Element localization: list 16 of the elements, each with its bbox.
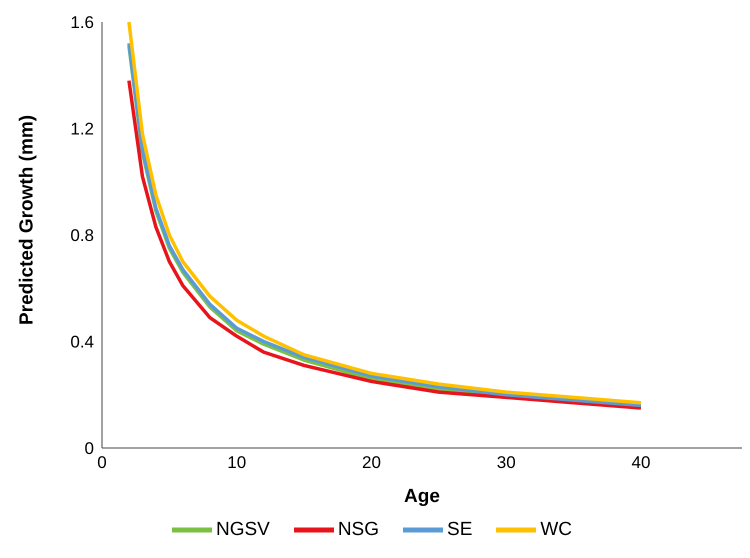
legend-label: NGSV bbox=[216, 519, 270, 540]
legend-label: WC bbox=[540, 519, 572, 540]
x-tick-label: 30 bbox=[496, 453, 516, 472]
x-tick-label: 20 bbox=[362, 453, 381, 472]
y-tick-label: 1.2 bbox=[70, 120, 94, 139]
x-tick-label: 40 bbox=[631, 453, 650, 472]
y-tick-label: 0 bbox=[84, 439, 94, 458]
y-axis-title: Predicted Growth (mm) bbox=[16, 114, 38, 325]
y-tick-label: 1.6 bbox=[70, 13, 94, 32]
legend-label: NSG bbox=[338, 519, 380, 540]
x-tick-label: 0 bbox=[97, 453, 107, 472]
x-tick-label: 10 bbox=[227, 453, 246, 472]
x-axis-title: Age bbox=[404, 486, 440, 507]
y-tick-label: 0.4 bbox=[70, 332, 94, 352]
y-tick-label: 0.8 bbox=[70, 226, 94, 246]
legend-label: SE bbox=[447, 519, 472, 540]
